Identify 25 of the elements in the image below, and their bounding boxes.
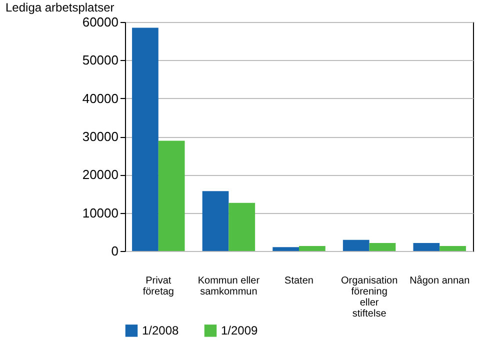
- y-tick-label: 30000: [82, 129, 118, 144]
- bar: [440, 246, 466, 251]
- bar: [202, 191, 229, 251]
- y-axis-title: Lediga arbetsplatser: [6, 0, 114, 14]
- y-tick-label: 0: [111, 244, 118, 258]
- y-tick-label: 10000: [82, 205, 118, 220]
- legend-label: 1/2008: [142, 324, 180, 338]
- legend-label: 1/2009: [221, 324, 258, 338]
- x-tick-label: Kommun eller samkommun: [198, 276, 260, 298]
- bar: [228, 202, 256, 251]
- x-tick-label: Någon annan: [410, 274, 470, 286]
- bar: [158, 140, 185, 251]
- y-tick-label: 50000: [82, 52, 118, 68]
- y-tick-label: 20000: [82, 167, 118, 182]
- bar: [299, 246, 326, 251]
- y-tick-label: 40000: [82, 90, 118, 106]
- bar: [342, 240, 370, 251]
- x-tick-label: Staten: [284, 276, 314, 286]
- bar: [132, 28, 158, 251]
- bar: [413, 242, 440, 251]
- x-tick-label: Organisation förening eller stiftelse: [340, 276, 398, 320]
- bar: [272, 247, 299, 251]
- y-tick-label: 60000: [82, 14, 118, 30]
- x-tick-label: Privat företag: [142, 276, 174, 298]
- bar: [369, 242, 396, 251]
